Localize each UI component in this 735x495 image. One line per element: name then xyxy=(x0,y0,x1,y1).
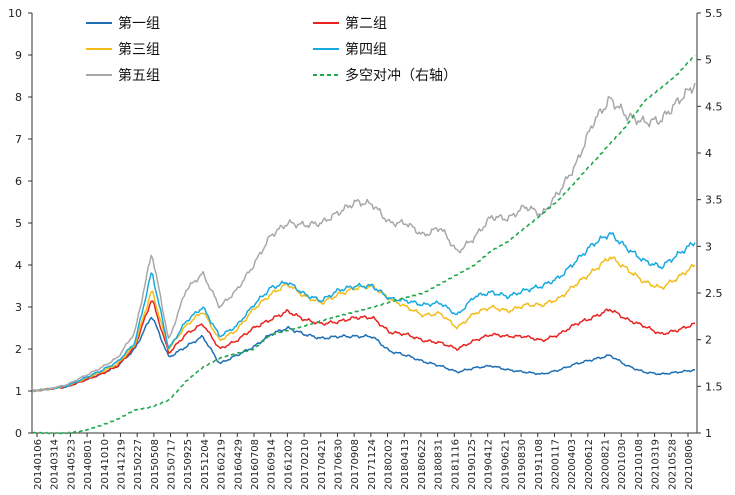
x-tick-label: 20200403 xyxy=(567,439,578,490)
x-tick-label: 20140314 xyxy=(50,439,61,490)
right-tick-label: 5 xyxy=(705,54,712,67)
legend-label-2: 第二组 xyxy=(345,15,387,32)
x-tick-label: 20180622 xyxy=(417,439,428,490)
x-tick-label: 20150717 xyxy=(167,439,178,490)
x-tick-label: 20210806 xyxy=(684,439,695,490)
left-tick-label: 1 xyxy=(15,385,22,398)
series-line-2 xyxy=(32,300,695,392)
x-tick-label: 20180202 xyxy=(384,439,395,490)
series-line-5 xyxy=(32,82,696,393)
axes: 0 1 2 3 4 5 6 7 8 9 10 1 1.5 2 2.5 3 3.5 4 4.5 5 5.5 20140106… xyxy=(8,7,723,490)
x-tick-label: 20170908 xyxy=(350,439,361,490)
x-tick-label: 20190830 xyxy=(517,439,528,490)
x-tick-label: 20201030 xyxy=(617,439,628,490)
x-tick-label: 20180831 xyxy=(434,439,445,490)
series-line-3 xyxy=(32,256,696,392)
right-tick-label: 3.5 xyxy=(705,194,723,207)
x-tick-label: 20160708 xyxy=(250,439,261,490)
left-tick-label: 2 xyxy=(15,343,22,356)
x-tick-label: 20180413 xyxy=(400,439,411,490)
x-tick-label: 20200821 xyxy=(601,439,612,490)
legend-label-5: 第五组 xyxy=(118,67,160,84)
x-tick-label: 20170210 xyxy=(300,439,311,490)
x-tick-label: 20210528 xyxy=(667,439,678,490)
right-tick-label: 1.5 xyxy=(705,380,723,393)
x-tick-label: 20181116 xyxy=(450,439,461,490)
x-tick-label: 20141010 xyxy=(100,439,111,490)
left-tick-label: 10 xyxy=(8,7,22,20)
x-tick-label: 20150508 xyxy=(150,439,161,490)
legend-label-6: 多空对冲（右轴） xyxy=(345,67,457,84)
legend-label-1: 第一组 xyxy=(118,15,160,32)
right-tick-label: 2.5 xyxy=(705,287,723,300)
legend-label-3: 第三组 xyxy=(118,41,160,58)
x-tick-label: 20210319 xyxy=(651,439,662,490)
right-tick-label: 3 xyxy=(705,240,712,253)
x-tick-label: 20190621 xyxy=(500,439,511,490)
x-tick-label: 20140801 xyxy=(83,439,94,490)
series-line-6 xyxy=(32,54,696,435)
left-tick-label: 7 xyxy=(15,133,22,146)
left-tick-label: 8 xyxy=(15,91,22,104)
x-tick-label: 20210108 xyxy=(634,439,645,490)
right-tick-label: 5.5 xyxy=(705,7,723,20)
right-tick-label: 4.5 xyxy=(705,100,723,113)
x-tick-label: 20160914 xyxy=(267,439,278,490)
x-tick-label: 20200117 xyxy=(550,439,561,490)
left-tick-label: 4 xyxy=(15,259,22,272)
x-tick-label: 20190412 xyxy=(484,439,495,490)
x-tick-label: 20141219 xyxy=(116,439,127,490)
x-tick-label: 20151204 xyxy=(200,439,211,490)
right-tick-label: 2 xyxy=(705,334,712,347)
x-tick-label: 20160429 xyxy=(233,439,244,490)
x-tick-label: 20150227 xyxy=(133,439,144,490)
x-tick-label: 20171124 xyxy=(367,439,378,490)
x-tick-label: 20140523 xyxy=(66,439,77,490)
left-tick-label: 3 xyxy=(15,301,22,314)
right-tick-label: 1 xyxy=(705,427,712,440)
right-tick-label: 4 xyxy=(705,147,712,160)
legend-label-4: 第四组 xyxy=(345,41,387,58)
x-tick-label: 20140106 xyxy=(33,439,44,490)
left-tick-label: 6 xyxy=(15,175,22,188)
x-tick-label: 20150925 xyxy=(183,439,194,490)
left-tick-label: 9 xyxy=(15,49,22,62)
series-lines xyxy=(32,54,696,435)
x-tick-label: 20160219 xyxy=(217,439,228,490)
x-tick-label: 20170421 xyxy=(317,439,328,490)
left-tick-label: 5 xyxy=(15,217,22,230)
x-tick-label: 20170630 xyxy=(333,439,344,490)
series-line-4 xyxy=(32,231,696,393)
x-tick-label: 20191108 xyxy=(534,439,545,490)
left-tick-label: 0 xyxy=(15,427,22,440)
series-line-1 xyxy=(32,316,696,392)
x-tick-label: 20190125 xyxy=(467,439,478,490)
x-tick-label: 20161202 xyxy=(283,439,294,490)
x-tick-label: 20200612 xyxy=(584,439,595,490)
